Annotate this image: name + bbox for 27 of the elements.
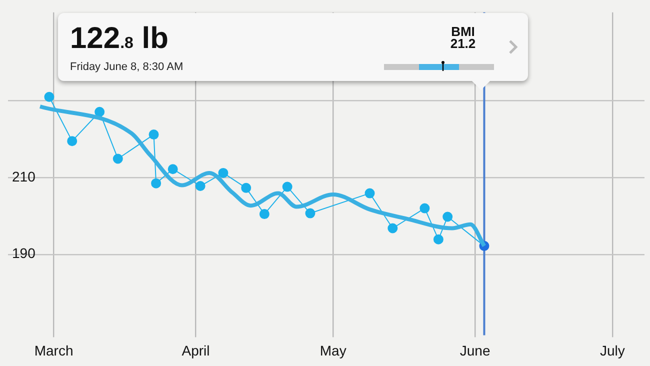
point xyxy=(364,188,375,198)
y-tick-label: 210 xyxy=(12,168,36,184)
x-tick-label: March xyxy=(34,342,74,358)
point xyxy=(241,182,252,193)
point xyxy=(94,106,105,117)
annotation: 21.2 xyxy=(449,36,477,51)
annotation: BMI xyxy=(451,24,475,39)
point xyxy=(442,212,453,222)
point xyxy=(67,136,78,146)
point xyxy=(218,168,228,178)
point xyxy=(168,164,178,174)
x-tick-label: May xyxy=(320,342,346,358)
point xyxy=(44,92,54,102)
y-tick-label: 190 xyxy=(12,245,36,262)
point xyxy=(433,234,444,244)
point xyxy=(388,223,398,234)
x-tick-label: April xyxy=(182,342,210,358)
point xyxy=(282,182,292,192)
annotation: 122.8 lb xyxy=(70,22,168,56)
point xyxy=(420,203,430,214)
point xyxy=(259,209,270,220)
point xyxy=(305,208,316,218)
x-tick-label: June xyxy=(460,342,490,358)
x-tick-label: July xyxy=(600,342,625,358)
point xyxy=(195,181,206,192)
annotation: Friday June 8, 8:30 AM xyxy=(70,61,184,73)
point xyxy=(112,154,123,164)
